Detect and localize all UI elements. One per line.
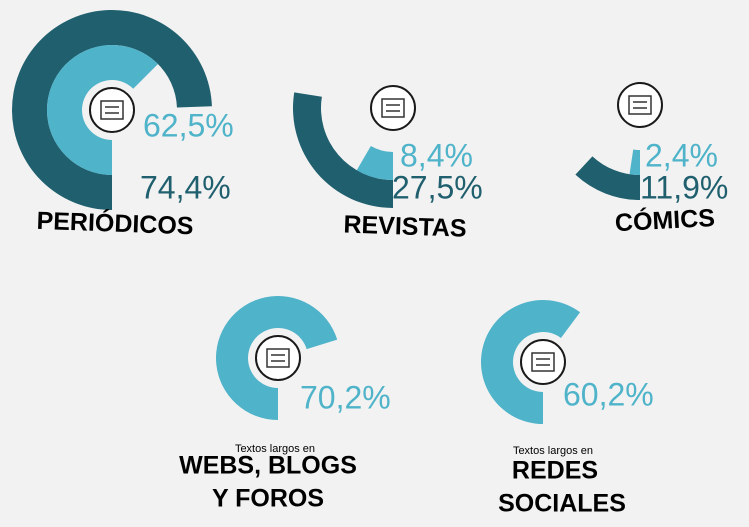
icon [255,335,301,381]
value-label: 60,2% [563,376,654,412]
chart-title: SOCIALES [498,490,626,518]
ring-arc [11,9,212,211]
donut-chart: 27,5%8,4% REVISTAS [293,85,483,243]
chart-title: Y FOROS [212,485,324,513]
icon [89,87,135,133]
subtitle: Textos largos en [235,443,315,455]
value-label: 62,5% [143,107,234,143]
icon-glyph [100,100,124,120]
ring-arc [356,146,393,180]
value-label: 2,4% [645,137,718,173]
value-label: 74,4% [140,169,231,205]
icon [520,339,566,385]
ring-arc [47,45,158,176]
icon-glyph [531,352,555,372]
donut-chart: 11,9%2,4% CÓMICS [575,82,728,237]
ring-arc [293,92,393,208]
chart-title: CÓMICS [614,202,715,237]
ring-arc [480,299,581,424]
chart-title: PERIÓDICOS [36,205,194,240]
value-label: 11,9% [640,169,728,205]
subtitle: Textos largos en [513,445,593,457]
icon-glyph [628,95,652,115]
icon [617,82,663,128]
ring-arc [575,156,640,200]
icon-glyph [266,348,290,368]
chart-title: WEBS, BLOGS [179,452,357,480]
chart-title: REVISTAS [343,210,467,242]
value-label: 70,2% [300,379,391,415]
donut-chart: 74,4% 62,5% PERIÓDICOS [11,9,234,240]
value-label: 27,5% [392,169,483,205]
ring-arc [629,149,640,175]
icon-glyph [381,98,405,118]
icon [370,85,416,131]
chart-title: REDES [512,457,598,485]
ring-arc [215,295,338,420]
value-label: 8,4% [400,137,473,173]
